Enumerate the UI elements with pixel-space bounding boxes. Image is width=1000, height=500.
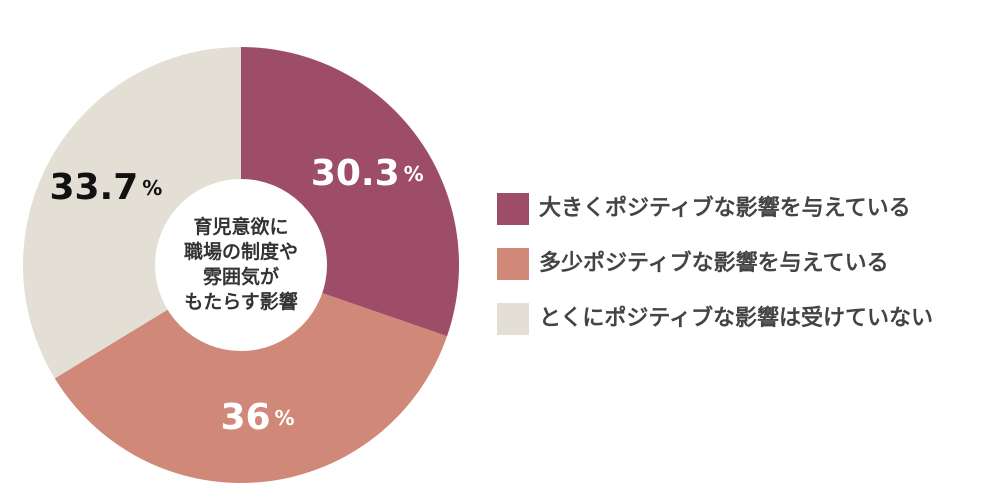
value-label: 30.3% — [311, 153, 424, 194]
pie-slice — [54, 265, 448, 483]
center-text: 育児意欲に — [193, 215, 288, 238]
center-text: 雰囲気が — [203, 265, 279, 288]
legend-swatch — [497, 303, 529, 335]
legend-swatch — [497, 248, 529, 280]
value-label: 36% — [220, 397, 294, 438]
value-label: 33.7% — [49, 167, 162, 208]
center-hole — [155, 179, 327, 351]
center-text: 職場の制度や — [184, 240, 298, 263]
center-text: もたらす影響 — [184, 290, 298, 313]
legend-swatch — [497, 193, 529, 225]
legend-label: 多少ポジティブな影響を与えている — [539, 250, 889, 276]
legend-label: とくにポジティブな影響は受けていない — [539, 305, 933, 331]
legend-label: 大きくポジティブな影響を与えている — [539, 195, 911, 221]
